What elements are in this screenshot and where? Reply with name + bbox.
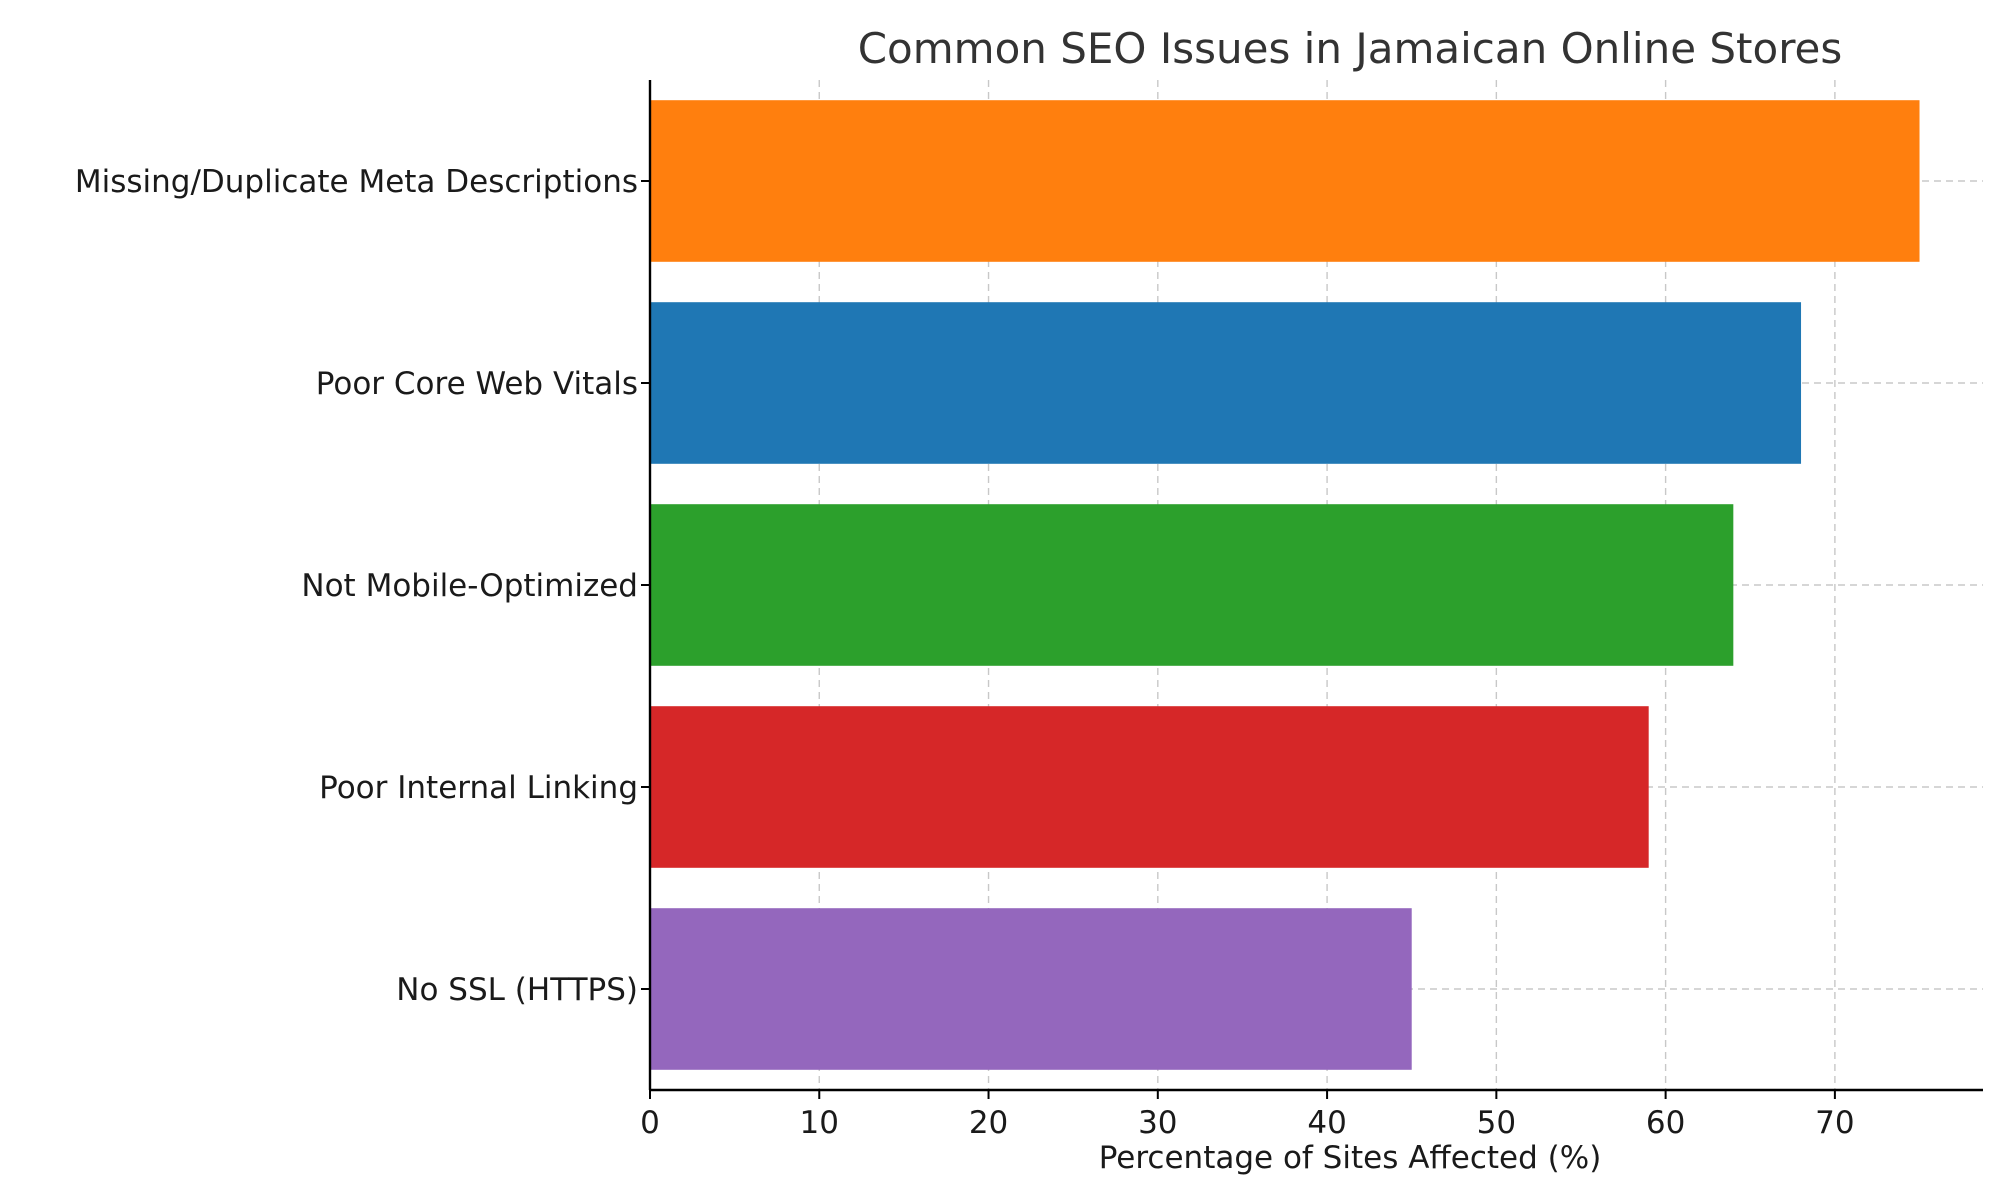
bars-layer [650,100,1920,1070]
x-tick-label: 20 [969,1105,1008,1141]
bar-4 [650,706,1649,868]
bar-2 [650,302,1802,464]
y-tick-label: Poor Core Web Vitals [316,366,638,402]
bar-5 [650,908,1412,1070]
y-tick-label: No SSL (HTTPS) [396,972,638,1008]
y-ticks-layer: Missing/Duplicate Meta Descriptions Poor … [75,164,650,1008]
x-ticks-layer: 0 10 20 30 40 50 60 70 [640,1090,1855,1141]
x-tick-label: 70 [1815,1105,1854,1141]
chart-title: Common SEO Issues in Jamaican Online Sto… [858,24,1843,73]
y-tick-label: Missing/Duplicate Meta Descriptions [75,164,638,200]
x-tick-label: 60 [1646,1105,1685,1141]
x-tick-label: 0 [640,1105,660,1141]
x-axis-label: Percentage of Sites Affected (%) [1099,1140,1602,1176]
x-tick-label: 10 [800,1105,839,1141]
x-tick-label: 50 [1477,1105,1516,1141]
x-tick-label: 40 [1307,1105,1346,1141]
y-tick-label: Poor Internal Linking [319,770,638,806]
bar-3 [650,504,1734,666]
y-tick-label: Not Mobile-Optimized [301,568,638,604]
x-tick-label: 30 [1138,1105,1177,1141]
bar-1 [650,100,1920,262]
